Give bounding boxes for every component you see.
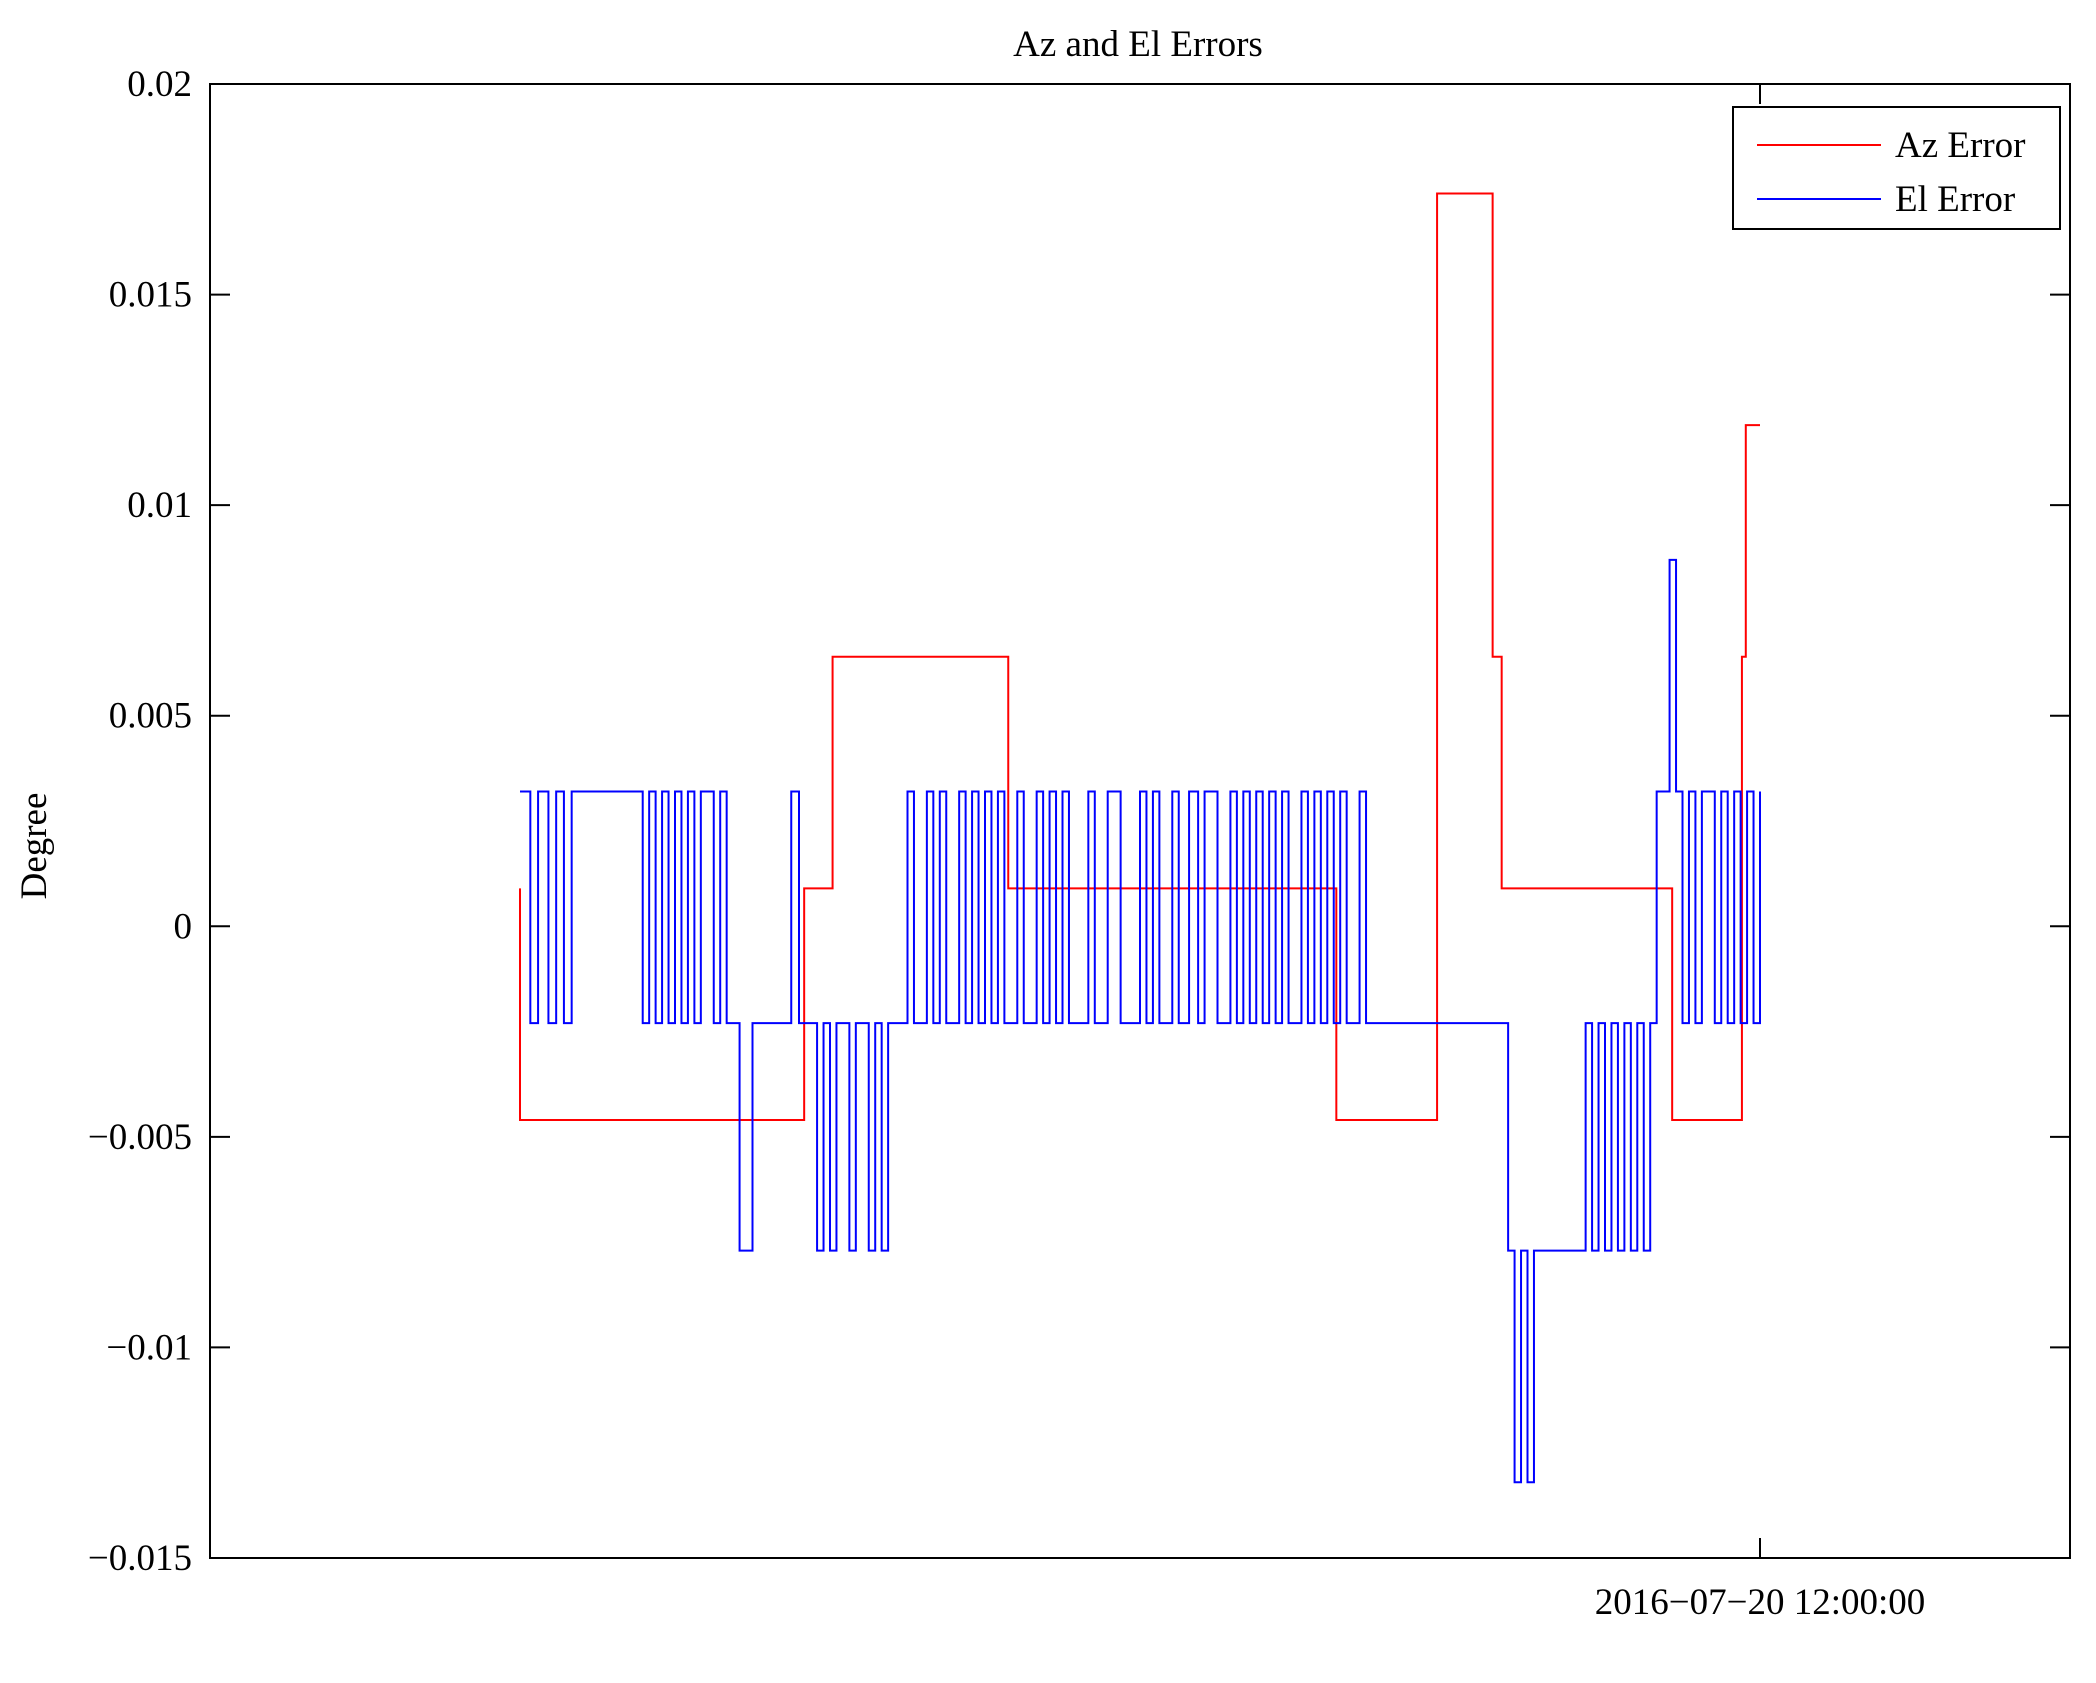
legend: Az Error El Error [1732, 106, 2061, 230]
series-line-az-error [519, 192, 1760, 1122]
series-layer [519, 192, 1761, 1484]
x-tick-label: 2016−07−20 12:00:00 [1595, 1582, 1926, 1623]
y-tick-label: 0.015 [109, 275, 192, 316]
y-tick-label: 0.01 [127, 485, 192, 526]
y-axis-label: Degree [14, 793, 55, 900]
y-tick-label: 0 [174, 906, 193, 947]
chart-title: Az and El Errors [1013, 24, 1263, 65]
legend-label: Az Error [1895, 125, 2025, 166]
series-line-el-error [520, 558, 1761, 1484]
plot-frame [209, 83, 2071, 1559]
y-tick-label: −0.005 [88, 1117, 192, 1158]
y-tick-label: 0.02 [127, 64, 192, 105]
plot-area: −0.015 −0.01 −0.005 0 0.005 0.01 0.015 0.02 201… [88, 64, 2071, 1623]
y-tick-label: −0.015 [88, 1538, 192, 1579]
x-axis-ticks: 2016−07−20 12:00:00 [1595, 84, 1926, 1623]
y-axis-ticks: −0.015 −0.01 −0.005 0 0.005 0.01 0.015 0.02 [88, 64, 2070, 1579]
legend-label: El Error [1895, 179, 2015, 220]
y-tick-label: −0.01 [106, 1327, 192, 1368]
y-tick-label: 0.005 [109, 696, 192, 737]
legend-box [1732, 106, 2061, 230]
